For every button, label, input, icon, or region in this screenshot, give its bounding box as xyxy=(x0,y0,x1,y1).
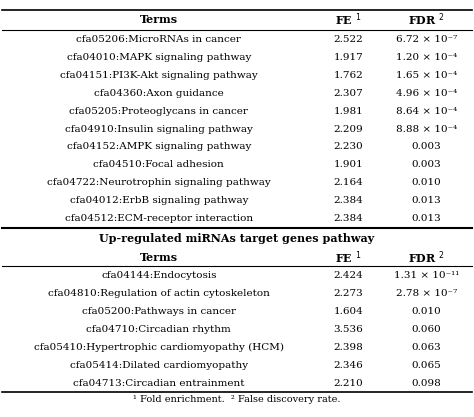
Text: 2.230: 2.230 xyxy=(334,143,363,151)
Text: cfa04810:Regulation of actin cytoskeleton: cfa04810:Regulation of actin cytoskeleto… xyxy=(48,289,270,298)
Text: cfa04360:Axon guidance: cfa04360:Axon guidance xyxy=(94,88,224,98)
Text: 0.013: 0.013 xyxy=(412,214,441,224)
Text: 6.72 × 10⁻⁷: 6.72 × 10⁻⁷ xyxy=(396,35,457,44)
Text: cfa05200:Pathways in cancer: cfa05200:Pathways in cancer xyxy=(82,307,236,316)
Text: 2.307: 2.307 xyxy=(334,88,363,98)
Text: 1.917: 1.917 xyxy=(334,53,363,62)
Text: cfa05206:MicroRNAs in cancer: cfa05206:MicroRNAs in cancer xyxy=(76,35,241,44)
Text: 0.063: 0.063 xyxy=(412,343,441,352)
Text: FDR $^2$: FDR $^2$ xyxy=(408,12,445,28)
Text: 1.65 × 10⁻⁴: 1.65 × 10⁻⁴ xyxy=(396,70,457,80)
Text: FDR $^2$: FDR $^2$ xyxy=(408,249,445,266)
Text: cfa05414:Dilated cardiomyopathy: cfa05414:Dilated cardiomyopathy xyxy=(70,361,248,370)
Text: 0.003: 0.003 xyxy=(412,143,441,151)
Text: 2.209: 2.209 xyxy=(334,125,363,133)
Text: 0.010: 0.010 xyxy=(412,178,441,187)
Text: cfa05410:Hypertrophic cardiomyopathy (HCM): cfa05410:Hypertrophic cardiomyopathy (HC… xyxy=(34,343,284,352)
Text: 0.065: 0.065 xyxy=(412,361,441,370)
Text: 2.78 × 10⁻⁷: 2.78 × 10⁻⁷ xyxy=(396,289,457,298)
Text: 8.88 × 10⁻⁴: 8.88 × 10⁻⁴ xyxy=(396,125,457,133)
Text: cfa04151:PI3K-Akt signaling pathway: cfa04151:PI3K-Akt signaling pathway xyxy=(60,70,258,80)
Text: 4.96 × 10⁻⁴: 4.96 × 10⁻⁴ xyxy=(396,88,457,98)
Text: 8.64 × 10⁻⁴: 8.64 × 10⁻⁴ xyxy=(396,107,457,116)
Text: ¹ Fold enrichment.  ² False discovery rate.: ¹ Fold enrichment. ² False discovery rat… xyxy=(133,395,341,404)
Text: 2.210: 2.210 xyxy=(334,379,363,388)
Text: cfa05205:Proteoglycans in cancer: cfa05205:Proteoglycans in cancer xyxy=(69,107,248,116)
Text: cfa04713:Circadian entrainment: cfa04713:Circadian entrainment xyxy=(73,379,245,388)
Text: Terms: Terms xyxy=(140,252,178,263)
Text: 2.346: 2.346 xyxy=(334,361,363,370)
Text: FE $^1$: FE $^1$ xyxy=(335,249,362,266)
Text: Terms: Terms xyxy=(140,15,178,25)
Text: FE $^1$: FE $^1$ xyxy=(335,12,362,28)
Text: 0.003: 0.003 xyxy=(412,161,441,169)
Text: 1.604: 1.604 xyxy=(334,307,363,316)
Text: 1.762: 1.762 xyxy=(334,70,363,80)
Text: 0.010: 0.010 xyxy=(412,307,441,316)
Text: 2.273: 2.273 xyxy=(334,289,363,298)
Text: cfa04012:ErbB signaling pathway: cfa04012:ErbB signaling pathway xyxy=(70,196,248,205)
Text: 1.20 × 10⁻⁴: 1.20 × 10⁻⁴ xyxy=(396,53,457,62)
Text: cfa04152:AMPK signaling pathway: cfa04152:AMPK signaling pathway xyxy=(67,143,251,151)
Text: cfa04510:Focal adhesion: cfa04510:Focal adhesion xyxy=(93,161,224,169)
Text: 0.013: 0.013 xyxy=(412,196,441,205)
Text: 1.901: 1.901 xyxy=(334,161,363,169)
Text: cfa04910:Insulin signaling pathway: cfa04910:Insulin signaling pathway xyxy=(65,125,253,133)
Text: 2.384: 2.384 xyxy=(334,196,363,205)
Text: 2.522: 2.522 xyxy=(334,35,363,44)
Text: cfa04710:Circadian rhythm: cfa04710:Circadian rhythm xyxy=(86,325,231,334)
Text: 2.164: 2.164 xyxy=(334,178,363,187)
Text: cfa04512:ECM-receptor interaction: cfa04512:ECM-receptor interaction xyxy=(65,214,253,224)
Text: 3.536: 3.536 xyxy=(334,325,363,334)
Text: cfa04010:MAPK signaling pathway: cfa04010:MAPK signaling pathway xyxy=(67,53,251,62)
Text: cfa04144:Endocytosis: cfa04144:Endocytosis xyxy=(101,271,217,280)
Text: 2.384: 2.384 xyxy=(334,214,363,224)
Text: cfa04722:Neurotrophin signaling pathway: cfa04722:Neurotrophin signaling pathway xyxy=(47,178,271,187)
Text: 1.31 × 10⁻¹¹: 1.31 × 10⁻¹¹ xyxy=(394,271,459,280)
Text: 0.060: 0.060 xyxy=(412,325,441,334)
Text: 1.981: 1.981 xyxy=(334,107,363,116)
Text: 2.398: 2.398 xyxy=(334,343,363,352)
Text: Up-regulated miRNAs target genes pathway: Up-regulated miRNAs target genes pathway xyxy=(100,233,374,244)
Text: 0.098: 0.098 xyxy=(412,379,441,388)
Text: 2.424: 2.424 xyxy=(334,271,363,280)
